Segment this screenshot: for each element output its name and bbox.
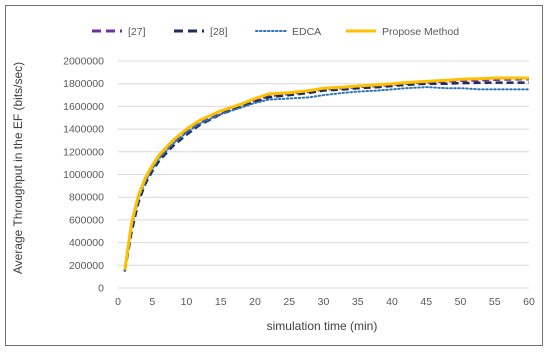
- x-tick-label-5: 25: [283, 296, 295, 308]
- y-tick-label-6: 1200000: [63, 146, 104, 158]
- y-tick-label-2: 400000: [69, 237, 104, 249]
- y-tick-label-8: 1600000: [63, 101, 104, 113]
- x-tick-label-1: 5: [149, 296, 155, 308]
- y-axis-ticks: 0 200000 400000 600000 800000 1000000 1200000 1…: [63, 56, 104, 295]
- x-tick-label-6: 30: [318, 296, 330, 308]
- y-tick-label-10: 2000000: [63, 56, 104, 68]
- x-tick-label-8: 40: [386, 296, 398, 308]
- x-tick-label-10: 50: [455, 296, 467, 308]
- y-tick-label-9: 1800000: [63, 78, 104, 90]
- x-tick-label-2: 10: [181, 296, 193, 308]
- y-tick-label-5: 1000000: [63, 169, 104, 181]
- legend-label-1: [28]: [210, 26, 228, 38]
- series-line-3: [123, 76, 529, 271]
- x-tick-label-9: 45: [420, 296, 432, 308]
- legend-label-3: Propose Method: [382, 26, 459, 38]
- x-tick-label-11: 55: [489, 296, 501, 308]
- x-axis-ticks: 0 5 10 15 20 25 30 35 40 45 50 55 60: [115, 296, 535, 308]
- y-tick-label-4: 800000: [69, 192, 104, 204]
- y-tick-label-1: 200000: [69, 260, 104, 272]
- x-axis-label: simulation time (min): [267, 319, 378, 333]
- series-line-1: [123, 81, 529, 272]
- y-tick-label-7: 1400000: [63, 124, 104, 136]
- x-tick-label-7: 35: [352, 296, 364, 308]
- series-line-2: [123, 86, 530, 272]
- x-tick-label-3: 15: [215, 296, 227, 308]
- x-tick-label-0: 0: [115, 296, 121, 308]
- y-tick-label-0: 0: [98, 283, 104, 295]
- grid-lines: [118, 60, 529, 289]
- legend-label-0: [27]: [128, 26, 146, 38]
- y-tick-label-3: 600000: [69, 214, 104, 226]
- x-tick-label-4: 20: [249, 296, 261, 308]
- series-lines: [123, 76, 530, 272]
- x-tick-label-12: 60: [523, 296, 535, 308]
- y-axis-label: Average Throughput in the EF (bits/sec): [11, 62, 25, 274]
- legend: [27] [28] EDCA Propose Method: [92, 26, 459, 38]
- legend-label-2: EDCA: [292, 26, 321, 38]
- chart-frame: [5, 5, 543, 346]
